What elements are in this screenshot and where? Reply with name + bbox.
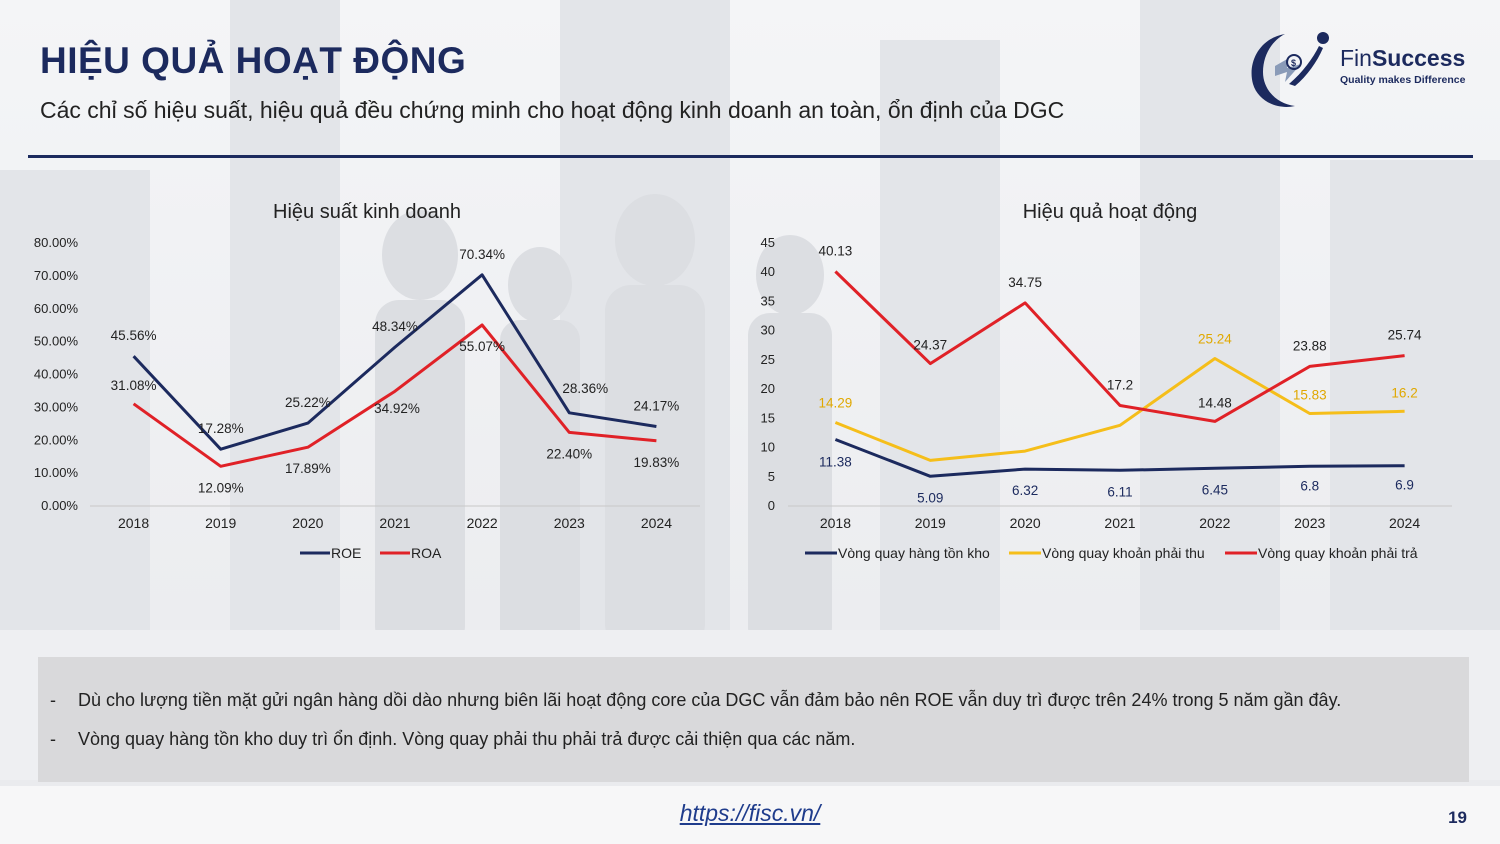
legend-label: Vòng quay khoản phải thu [1042, 545, 1205, 561]
series-line-vòng-quay-khoản-phải-trả [834, 270, 1405, 423]
page-subtitle: Các chỉ số hiệu suất, hiệu quả đều chứng… [40, 97, 1065, 123]
x-tick-label: 2022 [1199, 515, 1230, 531]
note-text: Dù cho lượng tiền mặt gửi ngân hàng dồi … [78, 690, 1342, 710]
x-tick-label: 2023 [554, 515, 585, 531]
y-tick-label: 40 [761, 264, 775, 279]
data-label: 6.45 [1202, 482, 1228, 497]
y-tick-label: 70.00% [34, 268, 79, 283]
svg-text:$: $ [1291, 58, 1296, 68]
series-line-vòng-quay-hàng-tồn-kho [834, 438, 1405, 478]
data-label: 55.07% [459, 339, 505, 354]
data-label: 5.09 [917, 490, 943, 505]
logo-name: FinSuccess [1340, 45, 1465, 72]
x-tick-label: 2024 [641, 515, 672, 531]
logo-name-prefix: Fin [1340, 45, 1372, 71]
legend-label: Vòng quay khoản phải trả [1258, 545, 1418, 561]
x-tick-label: 2020 [1010, 515, 1041, 531]
y-tick-label: 60.00% [34, 301, 79, 316]
x-tick-label: 2019 [915, 515, 946, 531]
x-tick-label: 2021 [379, 515, 410, 531]
x-tick-label: 2021 [1104, 515, 1135, 531]
legend-label: Vòng quay hàng tồn kho [838, 545, 990, 561]
y-tick-label: 45 [761, 235, 775, 250]
data-label: 6.9 [1395, 478, 1414, 493]
data-label: 31.08% [111, 378, 157, 393]
logo-name-suffix: Success [1371, 45, 1466, 71]
page-title: HIỆU QUẢ HOẠT ĐỘNG [40, 40, 467, 81]
data-label: 6.32 [1012, 483, 1038, 498]
y-tick-label: 30.00% [34, 399, 79, 414]
y-tick-label: 25 [761, 352, 775, 367]
finsuccess-logo: $ FinSuccess Quality makes Difference [1245, 28, 1475, 112]
data-label: 16.2 [1391, 385, 1417, 400]
y-tick-label: 50.00% [34, 334, 79, 349]
note-bullet: - [50, 690, 56, 710]
note-text: Vòng quay hàng tồn kho duy trì ổn định. … [78, 729, 856, 749]
y-tick-label: 20.00% [34, 432, 79, 447]
y-tick-label: 80.00% [34, 235, 79, 250]
series-line-roa [132, 323, 657, 468]
header-divider [28, 155, 1473, 158]
chart-title: Hiệu suất kinh doanh [273, 201, 461, 223]
data-label: 6.11 [1107, 484, 1132, 499]
data-label: 25.24 [1198, 331, 1232, 346]
notes-box: - Dù cho lượng tiền mặt gửi ngân hàng dồi… [38, 657, 1469, 782]
y-tick-label: 0.00% [41, 498, 78, 513]
y-tick-label: 10.00% [34, 465, 79, 480]
x-tick-label: 2020 [292, 515, 323, 531]
data-label: 24.17% [634, 399, 680, 414]
y-tick-label: 10 [761, 440, 775, 455]
x-tick-label: 2024 [1389, 515, 1420, 531]
x-tick-label: 2019 [205, 515, 236, 531]
data-label: 23.88 [1293, 338, 1327, 353]
data-label: 19.83% [634, 455, 680, 470]
data-label: 48.34% [372, 319, 418, 334]
data-label: 14.29 [819, 395, 853, 410]
series-line-vòng-quay-khoản-phải-thu [834, 357, 1405, 462]
data-label: 11.38 [819, 454, 852, 469]
legend-label: ROA [411, 545, 442, 561]
data-label: 28.36% [562, 381, 608, 396]
data-label: 40.13 [819, 243, 853, 258]
logo-mark-icon: $ [1251, 32, 1329, 107]
y-tick-label: 30 [761, 323, 775, 338]
note-item: - Dù cho lượng tiền mặt gửi ngân hàng dồi… [50, 690, 1341, 711]
x-tick-label: 2022 [467, 515, 498, 531]
data-label: 17.89% [285, 461, 331, 476]
data-label: 45.56% [111, 328, 157, 343]
note-bullet: - [50, 729, 56, 749]
data-label: 25.22% [285, 395, 331, 410]
series-line-roe [132, 273, 657, 451]
y-tick-label: 5 [768, 469, 775, 484]
data-label: 34.75 [1008, 275, 1042, 290]
y-tick-label: 20 [761, 381, 775, 396]
chart-operating-efficiency: Hiệu quả hoạt động 0 5 10 15 20 25 30 35 40 45 2018… [761, 201, 1452, 561]
data-label: 6.8 [1300, 478, 1319, 493]
data-label: 14.48 [1198, 395, 1232, 410]
chart-business-performance: Hiệu suất kinh doanh 0.00% 10.00% 20.00% 30.… [34, 201, 700, 561]
data-label: 17.28% [198, 421, 244, 436]
legend-label: ROE [331, 545, 361, 561]
x-tick-label: 2023 [1294, 515, 1325, 531]
y-tick-label: 40.00% [34, 367, 79, 382]
data-label: 15.83 [1293, 387, 1327, 402]
data-label: 34.92% [374, 401, 420, 416]
x-tick-label: 2018 [820, 515, 851, 531]
logo-tagline: Quality makes Difference [1340, 74, 1466, 86]
note-item: - Vòng quay hàng tồn kho duy trì ổn định.… [50, 729, 855, 750]
y-tick-label: 35 [761, 293, 775, 308]
chart-title: Hiệu quả hoạt động [1023, 201, 1198, 223]
data-label: 70.34% [459, 247, 505, 262]
data-label: 22.40% [546, 446, 592, 461]
x-tick-label: 2018 [118, 515, 149, 531]
website-link[interactable]: https://fisc.vn/ [679, 800, 821, 826]
page-number: 19 [1448, 808, 1467, 827]
y-tick-label: 15 [761, 410, 775, 425]
data-label: 12.09% [198, 480, 244, 495]
data-label: 24.37 [913, 338, 947, 353]
data-label: 25.74 [1388, 328, 1422, 343]
data-label: 17.2 [1107, 377, 1133, 392]
y-tick-label: 0 [768, 498, 775, 513]
